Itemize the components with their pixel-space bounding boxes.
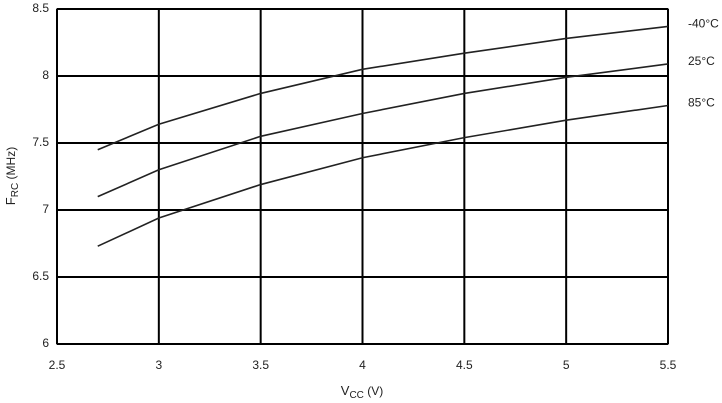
x-tick-label: 4.5	[456, 358, 473, 372]
x-tick-label: 5.5	[660, 358, 677, 372]
y-label-unit: (MHz)	[4, 147, 18, 183]
y-tick-label: 8.5	[32, 1, 49, 15]
series-label: 85°C	[688, 96, 715, 110]
series-label: 25°C	[688, 54, 715, 68]
x-tick-label: 4	[359, 358, 366, 372]
y-tick-label: 7.5	[32, 135, 49, 149]
y-tick-label: 7	[42, 202, 49, 216]
plot-frame	[56, 8, 669, 345]
x-label-sub: CC	[349, 390, 363, 401]
x-axis-label: VCC (V)	[341, 383, 383, 400]
x-tick-label: 2.5	[49, 358, 66, 372]
y-axis-label: FRC (MHz)	[3, 147, 20, 205]
x-tick-label: 3	[155, 358, 162, 372]
y-tick-label: 8	[42, 68, 49, 82]
y-tick-label: 6.5	[32, 269, 49, 283]
series-line	[97, 25, 669, 151]
x-label-unit: (V)	[364, 384, 383, 398]
series-label: -40°C	[688, 17, 719, 31]
x-label-main: V	[341, 383, 350, 398]
series-line	[97, 63, 669, 198]
y-label-sub: RC	[10, 183, 21, 197]
y-tick-label: 6	[42, 336, 49, 350]
x-tick-label: 5	[563, 358, 570, 372]
y-label-main: F	[3, 197, 18, 205]
x-tick-label: 3.5	[252, 358, 269, 372]
series-line	[97, 104, 669, 247]
